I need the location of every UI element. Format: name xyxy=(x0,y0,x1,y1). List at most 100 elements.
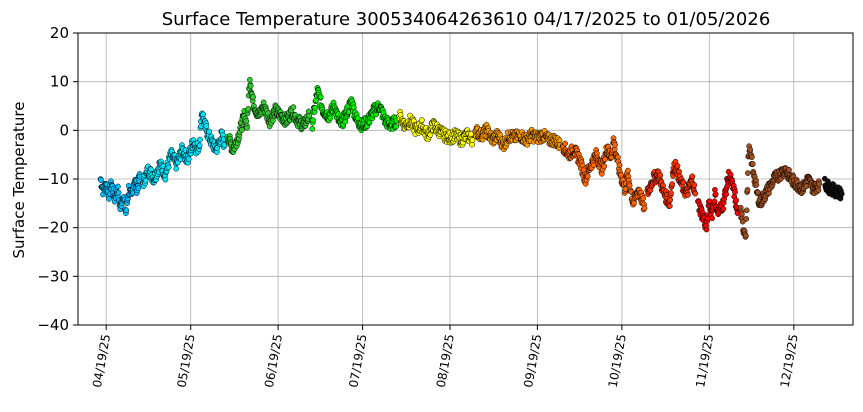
y-tick-label: −10 xyxy=(37,170,69,188)
data-point xyxy=(616,162,623,168)
x-tick-label: 07/19/25 xyxy=(346,333,369,389)
data-point xyxy=(203,123,210,129)
series-6 xyxy=(559,135,648,213)
data-point xyxy=(618,172,624,178)
data-point xyxy=(753,182,760,188)
x-tick-label: 04/19/25 xyxy=(90,333,113,389)
data-point xyxy=(830,182,837,188)
data-point xyxy=(584,173,591,180)
data-point xyxy=(165,164,172,171)
data-point xyxy=(115,183,121,190)
y-tick-label: −30 xyxy=(37,267,69,285)
data-point xyxy=(691,182,698,188)
data-point xyxy=(197,136,203,143)
data-point xyxy=(641,205,648,212)
series-2 xyxy=(224,76,312,155)
data-point xyxy=(142,177,149,184)
data-point xyxy=(418,117,425,123)
grid-layer xyxy=(78,32,853,326)
data-point xyxy=(317,93,324,100)
x-tick-label: 12/19/25 xyxy=(778,333,801,389)
data-point xyxy=(668,190,674,196)
series-1 xyxy=(139,110,228,190)
y-tick-label: 20 xyxy=(50,24,69,42)
data-point xyxy=(727,171,734,178)
series-0 xyxy=(97,171,143,216)
data-point xyxy=(685,192,691,198)
data-point xyxy=(393,123,399,130)
data-point xyxy=(680,179,687,186)
data-point xyxy=(239,127,245,133)
data-point xyxy=(743,207,750,214)
data-point xyxy=(312,104,318,111)
data-point xyxy=(657,171,664,178)
data-point xyxy=(747,146,754,153)
data-point xyxy=(162,176,169,183)
data-point xyxy=(815,187,822,194)
data-point xyxy=(676,168,682,175)
data-point xyxy=(612,141,618,148)
data-point xyxy=(711,198,718,205)
data-point xyxy=(709,215,715,222)
x-tick-label: 08/19/25 xyxy=(434,333,457,389)
data-point xyxy=(669,181,676,187)
data-point xyxy=(327,115,334,121)
data-point xyxy=(562,140,568,147)
y-tick-label: 10 xyxy=(50,73,69,91)
data-point xyxy=(245,105,252,112)
data-point xyxy=(720,205,727,212)
y-tick-label: −40 xyxy=(37,316,69,334)
data-point xyxy=(786,166,792,173)
data-point xyxy=(692,190,699,197)
data-point xyxy=(745,170,751,176)
data-point xyxy=(723,191,730,198)
series-7 xyxy=(644,158,699,209)
data-point xyxy=(712,191,719,198)
data-point xyxy=(115,189,122,196)
series-3 xyxy=(309,84,400,134)
data-point xyxy=(309,126,316,132)
series-4 xyxy=(396,109,476,148)
data-point xyxy=(733,197,740,204)
data-point xyxy=(135,185,142,192)
x-tick-label: 06/19/25 xyxy=(262,333,285,389)
data-point xyxy=(743,216,750,222)
data-point xyxy=(98,177,104,183)
series-8 xyxy=(695,168,741,233)
series-5 xyxy=(472,121,563,153)
data-point xyxy=(601,163,608,170)
series-10 xyxy=(821,175,845,202)
data-point xyxy=(838,190,845,197)
y-tick-label: −20 xyxy=(37,219,69,237)
data-point xyxy=(631,200,637,207)
data-point xyxy=(816,181,823,187)
data-point xyxy=(123,207,130,214)
data-layer xyxy=(97,76,845,240)
data-point xyxy=(703,226,710,233)
chart-title: Surface Temperature 300534064263610 04/1… xyxy=(162,9,771,30)
data-point xyxy=(749,154,755,160)
data-point xyxy=(185,156,192,162)
data-point xyxy=(306,112,312,119)
data-point xyxy=(310,117,316,124)
data-point xyxy=(744,187,751,193)
data-point xyxy=(626,182,633,189)
data-point xyxy=(625,167,631,174)
data-point xyxy=(290,104,297,110)
data-point xyxy=(350,104,357,111)
y-axis-label: Surface Temperature xyxy=(10,102,28,259)
data-point xyxy=(247,82,254,89)
data-point xyxy=(674,162,681,169)
x-tick-label: 05/19/25 xyxy=(175,333,198,389)
series-9 xyxy=(737,143,823,240)
data-point xyxy=(196,142,203,149)
data-point xyxy=(602,156,608,163)
data-point xyxy=(244,124,250,131)
data-point xyxy=(173,165,180,172)
data-point xyxy=(732,189,738,196)
x-tick-label: 11/19/25 xyxy=(693,333,716,389)
data-point xyxy=(579,162,586,169)
data-point xyxy=(640,195,647,202)
